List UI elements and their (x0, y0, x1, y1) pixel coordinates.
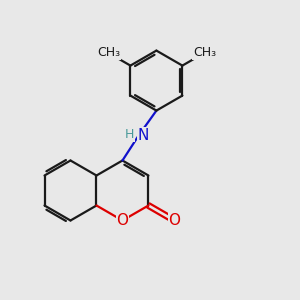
Text: N: N (138, 128, 149, 142)
Text: O: O (168, 213, 180, 228)
Text: O: O (116, 213, 128, 228)
Text: CH₃: CH₃ (193, 46, 216, 59)
Text: H: H (125, 128, 134, 142)
Text: CH₃: CH₃ (97, 46, 120, 59)
